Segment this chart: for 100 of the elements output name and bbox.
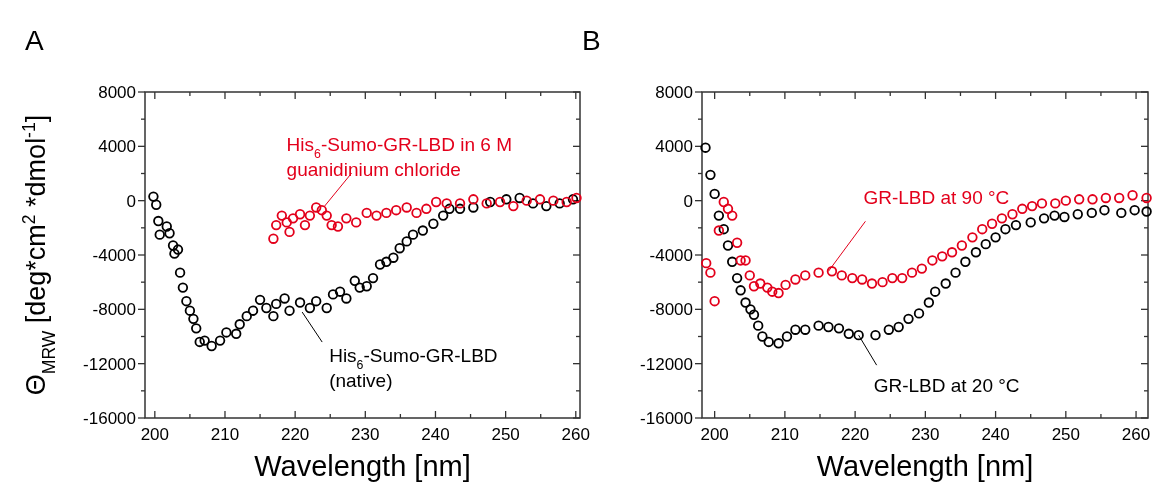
point	[713, 210, 725, 221]
point	[996, 213, 1008, 224]
point	[169, 248, 180, 259]
point	[390, 204, 402, 216]
point	[407, 229, 419, 240]
point	[937, 251, 948, 262]
x-tick-label: 240	[421, 425, 450, 444]
point	[548, 195, 559, 206]
x-tick-label: 200	[700, 425, 729, 444]
point	[773, 287, 784, 299]
point	[1116, 207, 1127, 219]
point	[916, 263, 928, 274]
point	[411, 207, 422, 219]
point	[813, 267, 824, 278]
point	[349, 275, 360, 287]
point	[468, 194, 479, 205]
point	[388, 252, 399, 263]
point	[172, 244, 184, 255]
point	[767, 286, 778, 297]
point	[773, 338, 784, 349]
point	[1036, 198, 1048, 209]
point	[194, 336, 205, 348]
point	[780, 279, 791, 291]
point	[501, 194, 512, 205]
point	[514, 192, 525, 204]
chart-title: B	[582, 25, 601, 56]
point	[508, 200, 519, 212]
y-tick-label: 0	[683, 191, 693, 211]
point	[1025, 217, 1036, 228]
point	[521, 195, 532, 206]
point	[441, 198, 452, 209]
point	[752, 320, 764, 331]
point	[271, 298, 282, 310]
point	[956, 240, 968, 251]
point	[847, 272, 858, 284]
point	[705, 169, 716, 181]
point	[294, 297, 306, 308]
point	[341, 293, 352, 304]
point	[740, 297, 751, 308]
x-tick-label: 250	[491, 425, 520, 444]
point	[800, 324, 811, 335]
point	[361, 281, 372, 292]
point	[870, 329, 881, 341]
point	[241, 310, 252, 322]
point	[154, 229, 165, 240]
point	[960, 256, 971, 267]
point	[1000, 223, 1011, 235]
point	[735, 255, 746, 266]
point	[843, 328, 854, 339]
point	[903, 313, 914, 325]
x-tick-label: 210	[770, 425, 800, 444]
point	[234, 319, 245, 330]
point	[823, 321, 834, 333]
point	[1100, 192, 1112, 204]
point	[527, 198, 539, 209]
point	[151, 199, 162, 210]
point	[381, 207, 392, 219]
y-tick-label: -12000	[83, 354, 136, 374]
point	[304, 302, 316, 314]
point	[231, 328, 242, 339]
point	[454, 198, 466, 209]
point	[866, 278, 878, 289]
point	[1038, 213, 1050, 224]
point	[929, 286, 941, 297]
point	[970, 247, 982, 258]
point	[428, 218, 439, 229]
point	[310, 295, 322, 307]
point	[790, 274, 801, 285]
point	[731, 272, 743, 284]
point	[718, 196, 729, 208]
x-tick-label: 260	[1121, 425, 1151, 444]
point	[1049, 210, 1060, 221]
point	[977, 223, 988, 235]
point	[927, 255, 938, 266]
point	[321, 302, 332, 314]
point	[401, 236, 412, 247]
point	[254, 294, 266, 306]
point	[1141, 192, 1152, 204]
point	[748, 281, 760, 292]
point	[153, 215, 164, 227]
point	[940, 278, 951, 289]
x-tick-label: 210	[210, 425, 240, 444]
y-tick-label: -4000	[92, 246, 136, 265]
y-tick-label: -8000	[649, 300, 693, 320]
point	[567, 194, 579, 205]
point	[896, 272, 908, 284]
point	[1072, 209, 1083, 220]
point	[700, 142, 711, 153]
point	[893, 321, 904, 333]
point	[481, 198, 492, 209]
point	[913, 308, 925, 319]
point	[430, 196, 442, 208]
x-tick-label: 200	[140, 425, 170, 444]
point	[1007, 209, 1018, 220]
point	[354, 282, 365, 293]
point	[1129, 204, 1140, 216]
point	[1026, 200, 1038, 212]
point	[327, 289, 339, 300]
point	[350, 217, 362, 228]
point	[745, 304, 756, 315]
